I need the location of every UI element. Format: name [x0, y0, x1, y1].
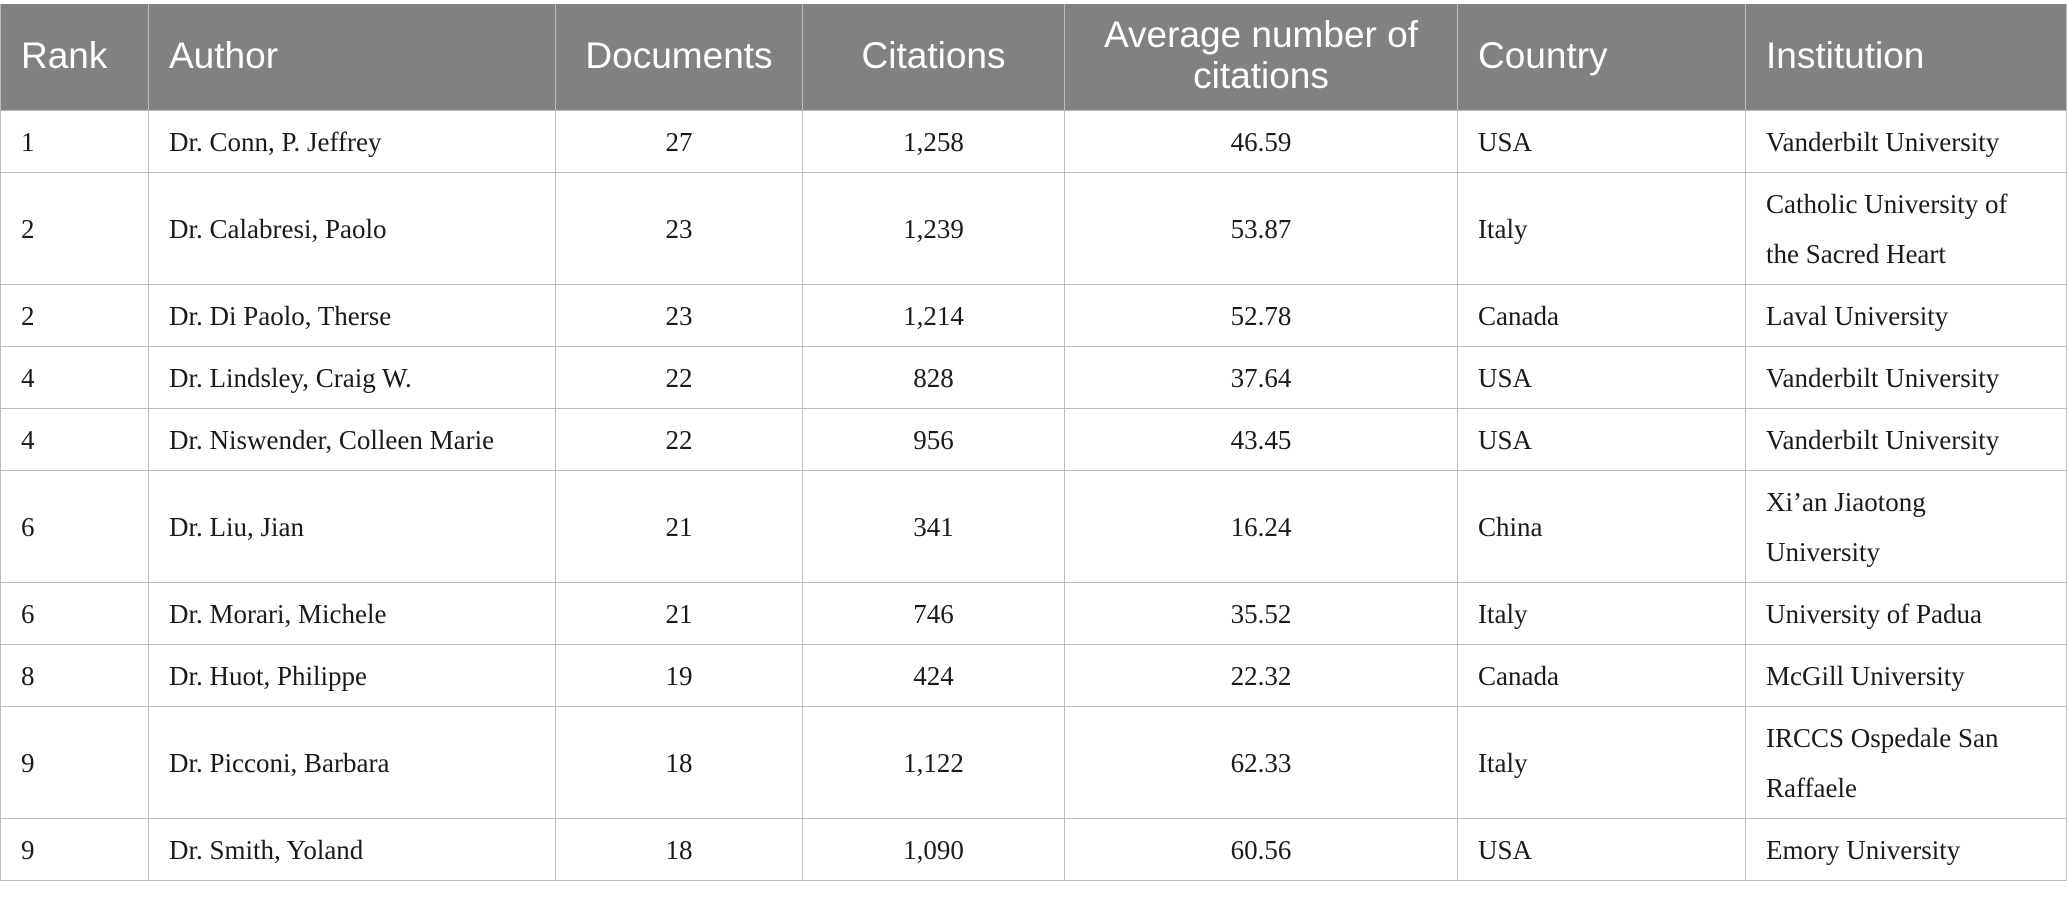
cell-institution: Xi’an Jiaotong University [1745, 470, 2067, 583]
cell-average-citations: 62.33 [1064, 706, 1458, 819]
cell-citations: 746 [802, 582, 1065, 645]
table-row: 2 Dr. Calabresi, Paolo 23 1,239 53.87 Italy Ca… [0, 172, 2067, 285]
cell-institution: Catholic University of the Sacred Heart [1745, 172, 2067, 285]
cell-rank: 9 [0, 706, 149, 819]
cell-country: Italy [1457, 706, 1746, 819]
cell-average-citations: 60.56 [1064, 818, 1458, 881]
header-institution: Institution [1745, 4, 2067, 111]
cell-institution: Laval University [1745, 284, 2067, 347]
cell-citations: 424 [802, 644, 1065, 707]
table-row: 9 Dr. Picconi, Barbara 18 1,122 62.33 Italy IR… [0, 706, 2067, 819]
cell-average-citations: 52.78 [1064, 284, 1458, 347]
cell-documents: 22 [555, 346, 803, 409]
cell-author: Dr. Lindsley, Craig W. [148, 346, 556, 409]
cell-documents: 27 [555, 110, 803, 173]
cell-documents: 22 [555, 408, 803, 471]
cell-institution: IRCCS Ospedale San Raffaele [1745, 706, 2067, 819]
cell-rank: 6 [0, 470, 149, 583]
cell-institution: McGill University [1745, 644, 2067, 707]
cell-author: Dr. Morari, Michele [148, 582, 556, 645]
top-authors-table: Rank Author Documents Citations Average … [0, 4, 2067, 881]
cell-average-citations: 46.59 [1064, 110, 1458, 173]
cell-country: Italy [1457, 582, 1746, 645]
cell-average-citations: 16.24 [1064, 470, 1458, 583]
cell-country: USA [1457, 818, 1746, 881]
cell-documents: 21 [555, 470, 803, 583]
header-author: Author [148, 4, 556, 111]
cell-institution: Emory University [1745, 818, 2067, 881]
cell-country: USA [1457, 110, 1746, 173]
cell-documents: 23 [555, 172, 803, 285]
cell-author: Dr. Calabresi, Paolo [148, 172, 556, 285]
cell-rank: 6 [0, 582, 149, 645]
cell-average-citations: 35.52 [1064, 582, 1458, 645]
cell-documents: 23 [555, 284, 803, 347]
cell-country: China [1457, 470, 1746, 583]
header-row: Rank Author Documents Citations Average … [0, 4, 2067, 111]
cell-documents: 18 [555, 818, 803, 881]
header-rank: Rank [0, 4, 149, 111]
cell-author: Dr. Picconi, Barbara [148, 706, 556, 819]
cell-average-citations: 37.64 [1064, 346, 1458, 409]
cell-country: Canada [1457, 284, 1746, 347]
header-documents: Documents [555, 4, 803, 111]
cell-rank: 4 [0, 408, 149, 471]
cell-rank: 2 [0, 284, 149, 347]
cell-country: USA [1457, 408, 1746, 471]
cell-citations: 1,239 [802, 172, 1065, 285]
table-row: 9 Dr. Smith, Yoland 18 1,090 60.56 USA Emory U… [0, 818, 2067, 881]
cell-rank: 8 [0, 644, 149, 707]
header-citations: Citations [802, 4, 1065, 111]
cell-citations: 956 [802, 408, 1065, 471]
header-average-citations: Average number of citations [1064, 4, 1458, 111]
cell-average-citations: 53.87 [1064, 172, 1458, 285]
cell-citations: 1,122 [802, 706, 1065, 819]
table-row: 6 Dr. Morari, Michele 21 746 35.52 Italy Unive… [0, 582, 2067, 645]
cell-rank: 4 [0, 346, 149, 409]
cell-documents: 21 [555, 582, 803, 645]
table-row: 6 Dr. Liu, Jian 21 341 16.24 China Xi’an Jiaot… [0, 470, 2067, 583]
table-row: 1 Dr. Conn, P. Jeffrey 27 1,258 46.59 USA Vand… [0, 110, 2067, 173]
authors-table-wrapper: Rank Author Documents Citations Average … [0, 4, 2067, 881]
cell-country: Italy [1457, 172, 1746, 285]
cell-institution: Vanderbilt University [1745, 408, 2067, 471]
table-row: 8 Dr. Huot, Philippe 19 424 22.32 Canada McGil… [0, 644, 2067, 707]
table-body: 1 Dr. Conn, P. Jeffrey 27 1,258 46.59 USA Vand… [0, 110, 2067, 881]
cell-country: USA [1457, 346, 1746, 409]
header-country: Country [1457, 4, 1746, 111]
cell-citations: 1,258 [802, 110, 1065, 173]
cell-author: Dr. Huot, Philippe [148, 644, 556, 707]
cell-average-citations: 22.32 [1064, 644, 1458, 707]
cell-average-citations: 43.45 [1064, 408, 1458, 471]
cell-citations: 1,090 [802, 818, 1065, 881]
cell-rank: 1 [0, 110, 149, 173]
cell-institution: Vanderbilt University [1745, 110, 2067, 173]
cell-rank: 9 [0, 818, 149, 881]
cell-citations: 341 [802, 470, 1065, 583]
cell-institution: University of Padua [1745, 582, 2067, 645]
table-row: 2 Dr. Di Paolo, Therse 23 1,214 52.78 Canada L… [0, 284, 2067, 347]
cell-country: Canada [1457, 644, 1746, 707]
cell-documents: 18 [555, 706, 803, 819]
cell-documents: 19 [555, 644, 803, 707]
cell-author: Dr. Smith, Yoland [148, 818, 556, 881]
cell-author: Dr. Niswender, Colleen Marie [148, 408, 556, 471]
cell-rank: 2 [0, 172, 149, 285]
cell-citations: 1,214 [802, 284, 1065, 347]
table-row: 4 Dr. Lindsley, Craig W. 22 828 37.64 USA Vand… [0, 346, 2067, 409]
cell-author: Dr. Liu, Jian [148, 470, 556, 583]
cell-institution: Vanderbilt University [1745, 346, 2067, 409]
cell-author: Dr. Di Paolo, Therse [148, 284, 556, 347]
table-header: Rank Author Documents Citations Average … [0, 4, 2067, 111]
table-row: 4 Dr. Niswender, Colleen Marie 22 956 43.45 U… [0, 408, 2067, 471]
cell-citations: 828 [802, 346, 1065, 409]
cell-author: Dr. Conn, P. Jeffrey [148, 110, 556, 173]
